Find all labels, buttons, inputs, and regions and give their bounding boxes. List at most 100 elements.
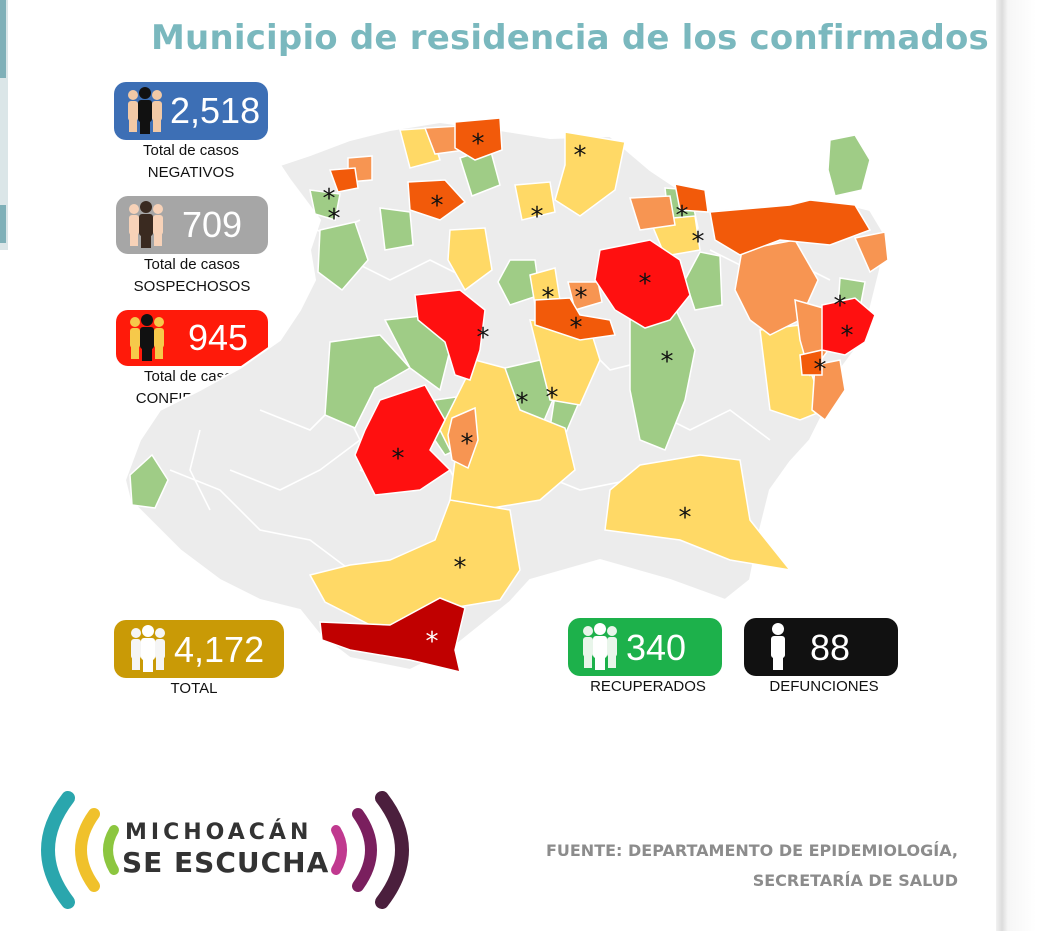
people-icon bbox=[130, 314, 164, 361]
municipality-green bbox=[629, 307, 696, 451]
municipality-yellow bbox=[308, 499, 521, 631]
case-marker-asterisk: * bbox=[454, 553, 467, 583]
total-label: TOTAL bbox=[170, 680, 218, 697]
municipality-yellow bbox=[604, 454, 792, 572]
michoacan-se-escucha-logo bbox=[41, 791, 409, 909]
case-marker-asterisk: * bbox=[546, 383, 559, 413]
total-value: 4,172 bbox=[174, 629, 265, 670]
negativos-stat-box: 2,518 bbox=[114, 82, 268, 140]
people-icon bbox=[131, 625, 165, 672]
municipality-dark-orange bbox=[534, 297, 616, 341]
defunciones-value: 88 bbox=[810, 627, 851, 668]
recuperados-value: 340 bbox=[626, 627, 687, 668]
negativos-label: Total de casos NEGATIVOS bbox=[114, 140, 268, 184]
source-line1: FUENTE: DEPARTAMENTO DE EPIDEMIOLOGÍA, bbox=[545, 841, 958, 860]
dark-orange-municipalities bbox=[328, 117, 872, 376]
case-marker-asterisk: * bbox=[542, 283, 555, 313]
municipality-green bbox=[827, 134, 871, 197]
case-marker-asterisk: * bbox=[679, 503, 692, 533]
defunciones-stat-box: 88 bbox=[744, 618, 898, 676]
case-marker-asterisk: * bbox=[392, 444, 405, 474]
municipality-green bbox=[309, 189, 341, 221]
logo-arc-yellow bbox=[75, 808, 100, 892]
logo-text-line1: MICHOACÁN bbox=[125, 820, 313, 845]
dark-red-municipalities bbox=[319, 597, 466, 674]
sospechosos-value: 709 bbox=[182, 204, 243, 245]
defunciones-label: DEFUNCIONES bbox=[769, 678, 879, 695]
case-marker-asterisk: * bbox=[531, 202, 544, 232]
municipality-dark-orange bbox=[799, 349, 823, 376]
case-markers: * ** ** * *** ********* ****** bbox=[323, 129, 854, 657]
municipality-green bbox=[324, 334, 412, 429]
sospechosos-stat-box: 709 bbox=[116, 196, 268, 254]
page-edge-shadow bbox=[996, 0, 1054, 931]
municipality-yellow bbox=[447, 227, 493, 292]
case-marker-asterisk: * bbox=[477, 323, 490, 353]
negativos-value: 2,518 bbox=[170, 90, 261, 131]
recuperados-stat-box: 340 bbox=[568, 618, 722, 676]
case-marker-asterisk: * bbox=[461, 429, 474, 459]
case-marker-asterisk: * bbox=[574, 141, 587, 171]
source-note: FUENTE: DEPARTAMENTO DE EPIDEMIOLOGÍA, S… bbox=[546, 836, 958, 896]
people-icon bbox=[128, 87, 162, 134]
case-marker-asterisk: * bbox=[841, 321, 854, 351]
logo-arc-dark bbox=[375, 791, 409, 909]
case-marker-asterisk: * bbox=[575, 283, 588, 313]
recuperados-label: RECUPERADOS bbox=[590, 678, 706, 695]
logo-arc-green bbox=[103, 825, 119, 875]
confirmados-stat-box: 945 bbox=[116, 310, 268, 366]
case-marker-asterisk: * bbox=[516, 388, 529, 418]
municipality-red bbox=[594, 239, 691, 329]
municipality-light-orange bbox=[567, 281, 603, 311]
logo-arc-teal bbox=[41, 791, 75, 909]
case-marker-asterisk: * bbox=[692, 227, 705, 257]
municipality-yellow bbox=[554, 131, 626, 217]
red-municipalities bbox=[354, 239, 876, 496]
person-icon bbox=[771, 623, 785, 670]
municipality-green bbox=[317, 221, 369, 292]
sospechosos-label-line2: SOSPECHOSOS bbox=[133, 278, 251, 295]
total-stat-box: 4,172 bbox=[114, 620, 284, 678]
municipality-dark-orange bbox=[328, 167, 359, 193]
sospechosos-label: Total de casos SOSPECHOSOS bbox=[116, 254, 268, 298]
municipality-light-orange bbox=[853, 231, 889, 274]
municipality-light-orange bbox=[628, 195, 676, 231]
source-line2: SECRETARÍA DE SALUD bbox=[752, 871, 958, 890]
municipality-red bbox=[414, 289, 486, 381]
municipality-dark-red bbox=[319, 597, 466, 674]
logo-arc-pink bbox=[331, 825, 347, 875]
left-strip-segment bbox=[0, 0, 6, 78]
case-marker-asterisk: * bbox=[431, 191, 444, 221]
people-icon bbox=[129, 201, 163, 248]
negativos-label-line2: NEGATIVOS bbox=[147, 164, 235, 181]
people-icon bbox=[583, 623, 617, 670]
case-marker-asterisk: * bbox=[472, 129, 485, 159]
logo-text-line2: SE ESCUCHA bbox=[122, 846, 330, 879]
municipality-red bbox=[354, 384, 452, 496]
municipality-light-orange bbox=[447, 406, 479, 470]
case-marker-asterisk: * bbox=[323, 184, 336, 214]
case-marker-asterisk: * bbox=[328, 204, 341, 234]
municipality-green bbox=[684, 251, 723, 311]
municipality-green bbox=[497, 259, 541, 306]
case-marker-asterisk: * bbox=[834, 291, 847, 321]
municipality-dark-orange bbox=[407, 179, 467, 221]
municipality-red bbox=[821, 297, 876, 356]
sospechosos-label-line1: Total de casos bbox=[144, 256, 240, 273]
case-marker-asterisk: * bbox=[661, 347, 674, 377]
michoacan-municipality-map: * ** ** * *** ********* ****** bbox=[123, 117, 889, 674]
case-marker-asterisk: * bbox=[814, 355, 827, 385]
case-marker-asterisk: * bbox=[426, 627, 439, 657]
case-marker-asterisk: * bbox=[639, 269, 652, 299]
municipality-green bbox=[379, 207, 414, 251]
yellow-municipalities bbox=[308, 127, 826, 631]
page-title: Municipio de residencia de los confirmad… bbox=[151, 18, 989, 58]
logo-arc-purple bbox=[352, 808, 377, 892]
municipality-dark-orange bbox=[454, 117, 503, 161]
confirmados-value: 945 bbox=[188, 317, 249, 358]
municipality-yellow bbox=[514, 181, 556, 221]
case-marker-asterisk: * bbox=[676, 201, 689, 231]
municipality-dark-orange bbox=[709, 199, 872, 256]
left-strip-segment bbox=[0, 205, 6, 243]
municipality-green bbox=[129, 453, 169, 509]
